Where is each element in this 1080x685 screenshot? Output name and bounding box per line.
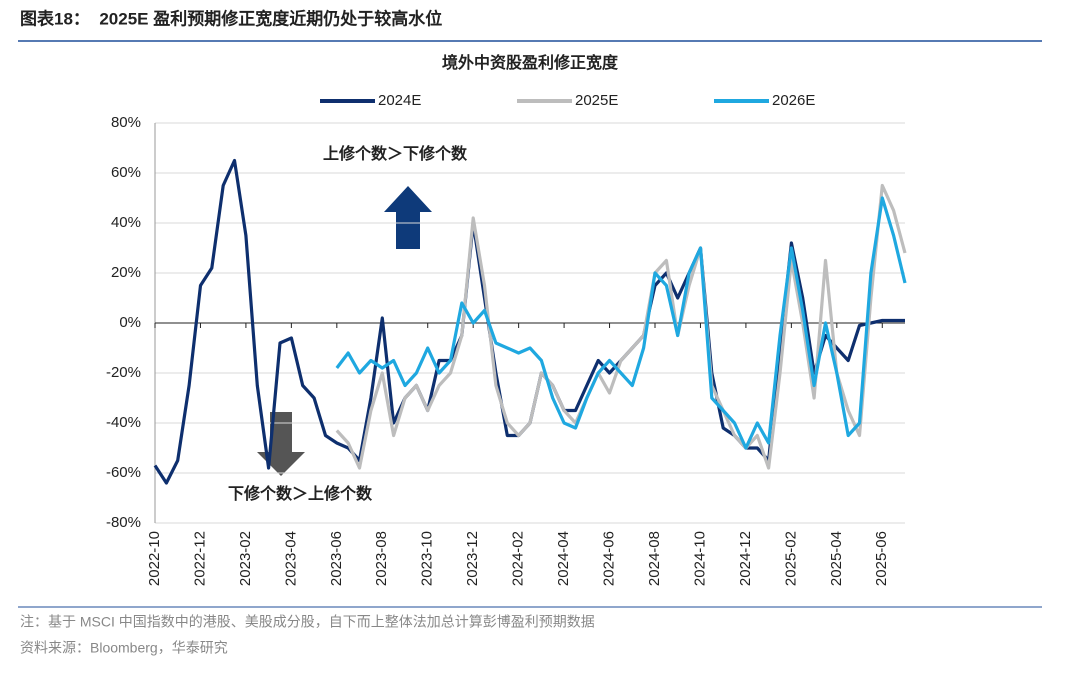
x-tick-label: 2024-02 [510,531,527,586]
y-tick-label: 60% [111,164,141,181]
y-tick-label: 40% [111,214,141,231]
annotation: 下修个数＞上修个数 [228,484,373,503]
y-tick-label: -80% [106,514,141,531]
x-tick-label: 2022-10 [146,531,163,586]
x-tick-label: 2024-04 [555,531,572,586]
x-tick-label: 2024-12 [737,531,754,586]
x-tick-label: 2025-02 [782,531,799,586]
y-tick-label: 0% [119,314,141,331]
x-tick-label: 2024-10 [691,531,708,586]
legend-label: 2026E [772,92,815,109]
legend-label: 2025E [575,92,618,109]
x-tick-label: 2023-12 [464,531,481,586]
legend-label: 2024E [378,92,421,109]
y-tick-label: -40% [106,414,141,431]
x-tick-label: 2023-10 [419,531,436,586]
x-tick-label: 2025-04 [828,531,845,586]
x-tick-label: 2022-12 [191,531,208,586]
page-title: 图表18： 2025E 盈利预期修正宽度近期仍处于较高水位 [20,8,442,28]
x-tick-label: 2023-04 [282,531,299,586]
up-arrow [384,186,432,249]
y-tick-label: 80% [111,114,141,131]
x-tick-label: 2023-02 [237,531,254,586]
x-tick-label: 2024-08 [646,531,663,586]
x-tick-label: 2025-06 [873,531,890,586]
x-tick-label: 2024-06 [601,531,618,586]
annotation: 上修个数＞下修个数 [323,144,468,163]
x-tick-label: 2023-08 [373,531,390,586]
y-tick-label: -60% [106,464,141,481]
series-line [153,158,905,485]
series-line [335,183,907,470]
note: 注：基于 MSCI 中国指数中的港股、美股成分股，自下而上整体法加总计算彭博盈利… [20,614,595,630]
source: 资料来源：Bloomberg，华泰研究 [20,640,228,656]
x-tick-label: 2023-06 [328,531,345,586]
y-tick-label: 20% [111,264,141,281]
chart-title: 境外中资股盈利修正宽度 [442,53,619,72]
y-tick-label: -20% [106,364,141,381]
series-line [335,196,907,450]
